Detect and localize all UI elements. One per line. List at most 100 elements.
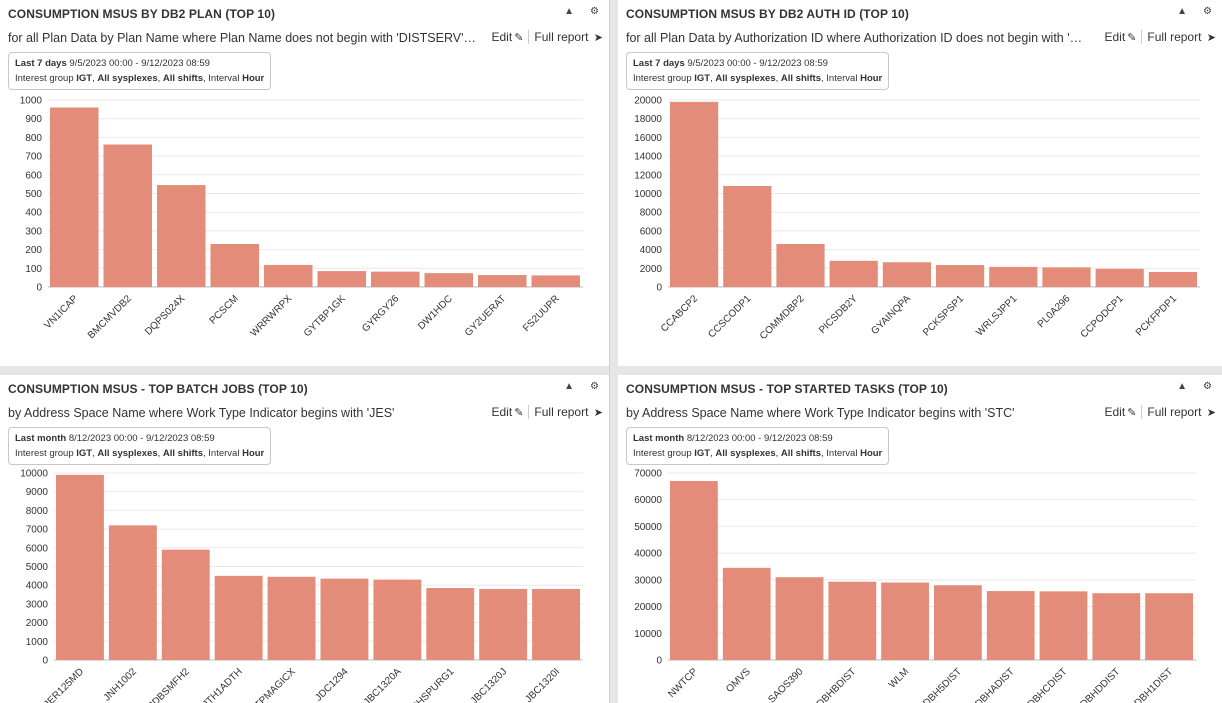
- full-report-button[interactable]: Full report ➤: [534, 30, 603, 44]
- interest-group: IGT: [694, 448, 711, 459]
- x-tick-label: SAOS390: [766, 666, 806, 703]
- action-separator: [1141, 405, 1143, 419]
- period-label: Last 7 days: [633, 58, 685, 69]
- x-tick-label: COMMDBP2: [758, 293, 807, 342]
- bar: [56, 474, 104, 660]
- x-tick-label: DBH1DIST: [1132, 666, 1175, 703]
- bar: [881, 582, 929, 660]
- bar: [776, 243, 825, 287]
- gear-icon[interactable]: ⚙: [590, 381, 599, 392]
- interest-prefix: Interest group: [15, 73, 74, 84]
- shifts: All shifts: [162, 448, 204, 459]
- y-tick-label: 100: [25, 264, 42, 275]
- bar: [161, 549, 210, 660]
- bar: [424, 273, 473, 287]
- x-tick-label: JER125MD: [42, 666, 86, 703]
- x-tick-label: NWTCP: [666, 666, 700, 700]
- gear-icon[interactable]: ⚙: [1203, 6, 1212, 17]
- period-info-box: Last 7 days 9/5/2023 00:00 - 9/12/2023 0…: [8, 52, 272, 90]
- y-tick-label: 10000: [634, 189, 662, 200]
- x-tick-label: BMCMVDB2: [86, 293, 134, 341]
- x-tick-label: VN1ICAP: [42, 293, 80, 331]
- edit-button[interactable]: Edit ✎: [492, 30, 524, 44]
- y-tick-label: 7000: [26, 525, 49, 536]
- x-tick-label: CCSCODP1: [706, 293, 753, 340]
- x-tick-label: DBHCDIST: [1026, 666, 1070, 703]
- edit-label: Edit: [491, 30, 513, 44]
- period-info-box: Last month 8/12/2023 00:00 - 9/12/2023 0…: [8, 427, 272, 465]
- x-tick-label: JBC1320J: [469, 666, 509, 703]
- x-tick-label: DQPS024X: [143, 293, 188, 338]
- bar: [723, 186, 772, 287]
- panel-title: CONSUMPTION MSUS - TOP STARTED TASKS (TO…: [626, 382, 948, 396]
- bar: [829, 260, 878, 287]
- period-range: 9/5/2023 00:00 - 9/12/2023 08:59: [687, 58, 828, 69]
- edit-button[interactable]: Edit ✎: [492, 405, 524, 419]
- y-tick-label: 70000: [634, 469, 662, 480]
- y-tick-label: 600: [25, 170, 42, 181]
- y-tick-label: 9000: [26, 487, 49, 498]
- panel-title: CONSUMPTION MSUS BY DB2 AUTH ID (TOP 10): [626, 7, 909, 21]
- bar: [1039, 591, 1088, 660]
- panel-title: CONSUMPTION MSUS - TOP BATCH JOBS (TOP 1…: [8, 382, 308, 396]
- bar: [214, 575, 263, 660]
- action-separator: [528, 405, 530, 419]
- x-tick-label: GY2UERAT: [463, 293, 508, 338]
- y-tick-label: 1000: [26, 637, 49, 648]
- bar: [722, 567, 771, 660]
- gear-icon[interactable]: ⚙: [590, 6, 599, 17]
- full-report-label: Full report: [1147, 405, 1202, 419]
- full-report-button[interactable]: Full report ➤: [1147, 30, 1216, 44]
- bar: [373, 579, 422, 660]
- y-tick-label: 30000: [634, 575, 662, 586]
- edit-icon: ✎: [1127, 407, 1137, 419]
- panel-batch-jobs: CONSUMPTION MSUS - TOP BATCH JOBS (TOP 1…: [0, 375, 609, 703]
- x-tick-label: PCKSPSP1: [921, 293, 966, 338]
- interest-prefix: Interest group: [633, 73, 692, 84]
- edit-icon: ✎: [514, 32, 524, 44]
- interval-prefix: Interval: [208, 448, 240, 459]
- bar-chart: 0 1000 2000 3000 4000 5000 6000 7000 8000 9000 100…: [20, 469, 583, 703]
- gear-icon[interactable]: ⚙: [1203, 381, 1212, 392]
- shifts: All shifts: [162, 73, 204, 84]
- interest-group: IGT: [76, 448, 93, 459]
- bar: [828, 581, 877, 660]
- edit-button[interactable]: Edit ✎: [1105, 30, 1137, 44]
- edit-label: Edit: [491, 405, 513, 419]
- caret-up-icon[interactable]: ▲: [1177, 6, 1188, 17]
- shifts: All shifts: [780, 73, 822, 84]
- interest-prefix: Interest group: [15, 448, 74, 459]
- x-tick-label: GYTBP1GK: [302, 293, 348, 339]
- bar: [670, 101, 719, 288]
- caret-up-icon[interactable]: ▲: [564, 6, 575, 17]
- full-report-button[interactable]: Full report ➤: [1147, 405, 1216, 419]
- y-tick-label: 16000: [634, 133, 662, 144]
- caret-up-icon[interactable]: ▲: [564, 381, 575, 392]
- edit-button[interactable]: Edit ✎: [1105, 405, 1137, 419]
- y-tick-label: 3000: [26, 599, 49, 610]
- y-tick-label: 900: [25, 114, 42, 125]
- x-tick-label: CCPODCP1: [1079, 293, 1126, 340]
- interest-prefix: Interest group: [633, 448, 692, 459]
- full-report-button[interactable]: Full report ➤: [534, 405, 603, 419]
- x-tick-label: PL0A296: [1036, 293, 1073, 330]
- arrow-circle-right-icon: ➤: [1206, 32, 1216, 44]
- panel-divider: [609, 0, 610, 703]
- y-tick-label: 8000: [640, 208, 663, 219]
- panel-title: CONSUMPTION MSUS BY DB2 PLAN (TOP 10): [8, 7, 276, 21]
- y-tick-label: 800: [25, 133, 42, 144]
- action-separator: [1141, 30, 1143, 44]
- caret-up-icon[interactable]: ▲: [1177, 381, 1188, 392]
- edit-label: Edit: [1104, 405, 1126, 419]
- interval-value: Hour: [242, 448, 265, 459]
- y-tick-label: 0: [42, 656, 48, 667]
- bar: [479, 588, 528, 660]
- arrow-circle-right-icon: ➤: [1206, 407, 1216, 419]
- interval-prefix: Interval: [826, 73, 858, 84]
- y-tick-label: 40000: [634, 549, 662, 560]
- interval-prefix: Interval: [826, 448, 858, 459]
- bar: [532, 588, 580, 660]
- y-tick-label: 4000: [26, 581, 49, 592]
- x-tick-label: OMVS: [724, 666, 753, 695]
- sysplexes: All sysplexes: [97, 73, 158, 84]
